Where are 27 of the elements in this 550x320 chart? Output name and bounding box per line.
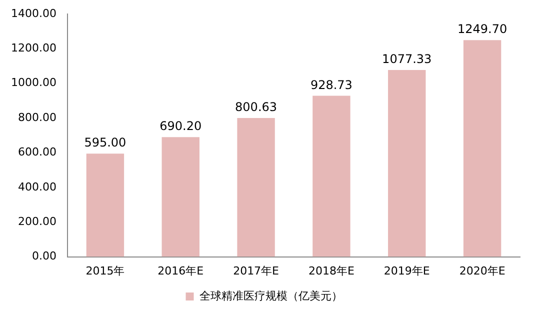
x-tick-label: 2018年E [308,264,354,278]
bar [86,154,124,257]
data-label: 1077.33 [382,52,432,66]
legend-label: 全球精准医疗规模（亿美元） [199,289,342,302]
y-tick-label: 0.00 [32,250,56,263]
y-tick-label: 600.00 [18,146,56,159]
data-label: 928.73 [310,78,352,92]
data-label: 595.00 [84,136,126,150]
y-tick-label: 1200.00 [10,42,56,55]
y-tick-label: 1000.00 [10,76,56,90]
bar [388,70,426,257]
bar [162,137,200,257]
x-tick-label: 2016年E [158,264,204,278]
x-tick-label: 2020年E [459,264,506,278]
y-tick-label: 1400.00 [10,6,56,20]
y-tick-label: 800.00 [18,110,56,124]
bar [312,96,350,257]
y-tick-label: 200.00 [18,214,56,228]
data-label: 800.63 [235,100,278,114]
bar [237,118,275,257]
x-tick-label: 2015年 [86,264,125,278]
x-tick-label: 2019年E [384,264,430,278]
data-label: 690.20 [160,119,202,134]
x-tick-label: 2017年E [233,264,280,278]
bar [463,40,502,257]
data-label: 1249.70 [457,22,508,36]
y-tick-label: 400.00 [18,180,56,194]
